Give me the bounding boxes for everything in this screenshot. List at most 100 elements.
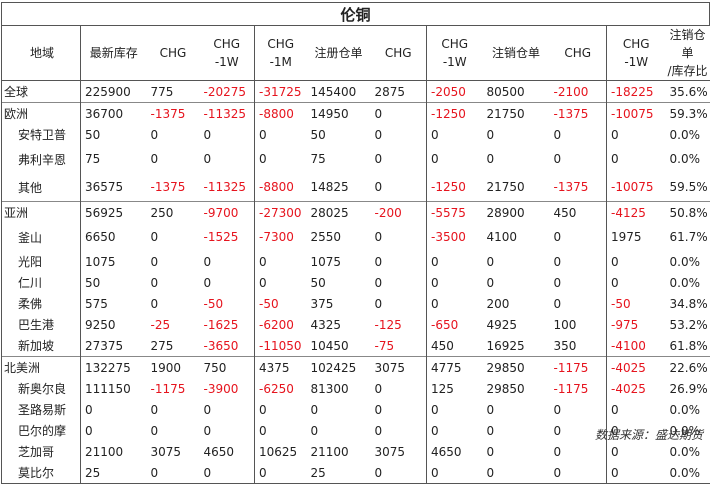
value-cell: 4925 xyxy=(486,317,518,332)
value-cell: 250 xyxy=(146,201,200,223)
value-cell: 0 xyxy=(549,293,607,314)
column-header: CHG -1W xyxy=(606,25,666,81)
value-cell: -31725 xyxy=(254,80,307,103)
table-row: 新奥尔良 111150 -1175 -3900 -6250 81300 0 125 29850 -… xyxy=(1,378,710,399)
column-header: 注销仓单 /库存比 xyxy=(665,25,710,81)
value-cell: 0 xyxy=(259,423,267,438)
value-cell: 27375 xyxy=(85,338,124,353)
value-cell: 0 xyxy=(431,275,439,290)
value-cell: 0 xyxy=(254,462,307,484)
value-cell: 0 xyxy=(370,399,427,420)
column-header: 地域 xyxy=(1,25,81,81)
value-cell: 0 xyxy=(199,399,255,420)
value-cell: 0.0% xyxy=(669,275,701,290)
value-cell: 50.8% xyxy=(665,201,710,223)
value-cell: -4100 xyxy=(611,338,646,353)
value-cell: 0 xyxy=(486,444,495,459)
value-cell: -11325 xyxy=(199,173,255,202)
value-cell: -1525 xyxy=(199,223,255,251)
value-cell: -50 xyxy=(259,296,279,311)
region-name-cell: 安特卫普 xyxy=(1,124,81,145)
value-cell: 0 xyxy=(370,173,427,202)
value-cell: 0 xyxy=(486,402,495,417)
region-name-cell: 其他 xyxy=(1,173,81,202)
value-cell: 75 xyxy=(310,152,326,166)
table-row: 芝加哥 21100 3075 4650 10625 21100 3075 4650 0 0 0 0.0… xyxy=(1,441,710,462)
region-name-cell: 新奥尔良 xyxy=(1,378,81,399)
value-cell: 750 xyxy=(199,356,255,378)
value-cell: 0 xyxy=(150,254,159,269)
value-cell: 14950 xyxy=(306,102,371,124)
value-cell: 0 xyxy=(486,254,495,269)
value-cell: -50 xyxy=(611,296,631,311)
value-cell: -10075 xyxy=(606,102,666,124)
value-cell: 0 xyxy=(549,399,607,420)
value-cell: 9250 xyxy=(85,317,116,332)
value-cell: -650 xyxy=(431,317,459,332)
value-cell: 0 xyxy=(611,254,619,269)
value-cell: 3075 xyxy=(370,441,427,462)
value-cell: -5575 xyxy=(426,201,483,223)
column-header: CHG xyxy=(549,25,607,81)
value-cell: 3075 xyxy=(150,444,182,459)
value-cell: 0 xyxy=(486,127,495,142)
table-row: 釜山 6650 0 -1525 -7300 2550 0 -3500 4100 0 1975 61.7… xyxy=(1,223,710,251)
value-cell: 2875 xyxy=(370,80,427,103)
value-cell: 0 xyxy=(611,423,619,438)
value-cell: 4325 xyxy=(310,317,342,332)
value-cell: 61.8% xyxy=(669,338,708,353)
value-cell: 0 xyxy=(370,145,427,173)
region-name-cell: 弗利辛恩 xyxy=(1,145,81,173)
value-cell: -2050 xyxy=(426,80,483,103)
value-cell: 61.7% xyxy=(669,230,708,244)
value-cell: 0 xyxy=(150,402,159,417)
value-cell: 275 xyxy=(150,338,174,353)
region-name-cell: 光阳 xyxy=(1,251,81,272)
region-name-cell: 全球 xyxy=(1,80,81,103)
value-cell: 0 xyxy=(259,275,267,290)
value-cell: 0 xyxy=(431,402,439,417)
region-name-cell: 新加坡 xyxy=(1,335,81,357)
value-cell: 0 xyxy=(549,420,607,441)
value-cell: 22.6% xyxy=(665,356,710,378)
value-cell: 0 xyxy=(611,275,619,290)
value-cell: 26.9% xyxy=(669,381,708,396)
value-cell: 0 xyxy=(486,152,495,166)
value-cell: 0 xyxy=(431,152,439,166)
value-cell: -1375 xyxy=(549,102,607,124)
value-cell: -25 xyxy=(150,317,171,332)
value-cell: 50 xyxy=(85,127,101,142)
table-row: 新加坡 27375 275 -3650 -11050 10450 -75 450 16925 35… xyxy=(1,335,710,357)
value-cell: 0 xyxy=(431,423,439,438)
value-cell: 0 xyxy=(549,124,607,145)
value-cell: 145400 xyxy=(306,80,371,103)
table-row: 北美洲 132275 1900 750 4375 102425 3075 4775 29850-… xyxy=(1,356,710,378)
value-cell: 0 xyxy=(370,378,427,399)
header-row: 地域 最新库存 CHG CHG -1W CHG -1M 注册仓单 CHG CHG -1W 注销仓… xyxy=(1,25,710,81)
value-cell: -1250 xyxy=(426,102,483,124)
value-cell: 29850 xyxy=(486,381,525,396)
value-cell: 0 xyxy=(611,402,619,417)
value-cell: 0 xyxy=(259,402,267,417)
value-cell: 0 xyxy=(611,152,619,166)
value-cell: 25 xyxy=(306,462,371,484)
value-cell: 225900 xyxy=(80,80,147,103)
value-cell: -3500 xyxy=(431,230,466,244)
value-cell: 0 xyxy=(611,444,619,459)
value-cell: 0.0% xyxy=(665,462,710,484)
value-cell: 0 xyxy=(370,293,427,314)
value-cell: 0 xyxy=(259,152,267,166)
value-cell: 0 xyxy=(611,127,619,142)
value-cell: 0 xyxy=(199,124,255,145)
value-cell: 0 xyxy=(150,423,159,438)
value-cell: 50 xyxy=(310,127,326,142)
value-cell: -75 xyxy=(370,335,427,357)
region-name-cell: 巴生港 xyxy=(1,314,81,335)
value-cell: 0 xyxy=(199,462,255,484)
column-header: CHG xyxy=(146,25,200,81)
value-cell: 0 xyxy=(549,441,607,462)
value-cell: 0 xyxy=(150,230,159,244)
value-cell: 1075 xyxy=(85,254,116,269)
value-cell: -8800 xyxy=(259,180,294,194)
value-cell: 0 xyxy=(199,251,255,272)
